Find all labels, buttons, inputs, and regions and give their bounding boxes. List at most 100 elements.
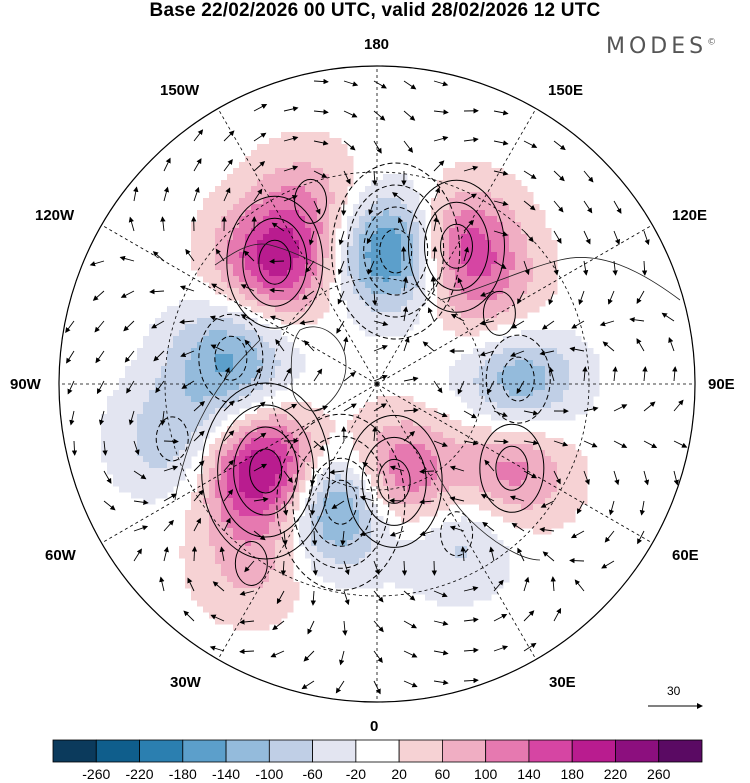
field-cell	[275, 186, 282, 193]
field-cell	[125, 444, 132, 451]
wind-vector	[372, 426, 378, 442]
field-cell	[431, 426, 438, 433]
wind-vector	[282, 500, 289, 516]
field-cell	[467, 594, 474, 601]
field-cell	[101, 456, 108, 463]
field-cell	[557, 504, 564, 511]
field-cell	[269, 510, 276, 517]
field-cell	[347, 216, 354, 223]
field-cell	[299, 366, 306, 373]
field-cell	[527, 468, 534, 475]
field-cell	[197, 594, 204, 601]
field-cell	[293, 588, 300, 595]
field-cell	[491, 360, 498, 367]
colorbar-swatch	[312, 739, 357, 763]
field-cell	[521, 186, 528, 193]
field-cell	[503, 300, 510, 307]
field-cell	[275, 360, 282, 367]
field-cell	[353, 534, 360, 541]
field-cell	[215, 600, 222, 607]
field-cell	[209, 252, 216, 259]
field-cell	[203, 432, 210, 439]
wind-vector	[310, 590, 316, 606]
field-cell	[233, 534, 240, 541]
wind-vector	[159, 576, 165, 592]
field-cell	[401, 426, 408, 433]
field-cell	[521, 246, 528, 253]
field-cell	[539, 300, 546, 307]
wind-vector	[96, 380, 105, 395]
field-cell	[317, 234, 324, 241]
field-cell	[473, 372, 480, 379]
field-cell	[227, 468, 234, 475]
field-cell	[263, 294, 270, 301]
wind-vector	[163, 186, 170, 202]
field-cell	[437, 570, 444, 577]
field-cell	[287, 348, 294, 355]
field-cell	[443, 576, 450, 583]
field-cell	[527, 366, 534, 373]
field-cell	[155, 342, 162, 349]
field-cell	[455, 558, 462, 565]
field-cell	[257, 192, 264, 199]
field-cell	[179, 474, 186, 481]
field-cell	[503, 246, 510, 253]
field-cell	[203, 468, 210, 475]
field-cell	[377, 540, 384, 547]
wind-vector	[403, 336, 410, 352]
field-cell	[527, 252, 534, 259]
field-cell	[257, 144, 264, 151]
field-cell	[533, 204, 540, 211]
field-cell	[311, 246, 318, 253]
field-cell	[335, 516, 342, 523]
field-cell	[515, 282, 522, 289]
field-cell	[269, 576, 276, 583]
field-cell	[509, 438, 516, 445]
field-cell	[329, 216, 336, 223]
field-cell	[521, 252, 528, 259]
field-cell	[143, 468, 150, 475]
field-cell	[575, 366, 582, 373]
field-cell	[263, 588, 270, 595]
field-cell	[449, 168, 456, 175]
field-cell	[173, 390, 180, 397]
field-cell	[215, 270, 222, 277]
field-cell	[455, 420, 462, 427]
field-cell	[347, 156, 354, 163]
field-cell	[473, 408, 480, 415]
wind-vector	[673, 399, 684, 412]
wind-vector	[343, 336, 349, 352]
field-cell	[503, 318, 510, 325]
field-cell	[197, 228, 204, 235]
field-cell	[443, 240, 450, 247]
wind-vector	[98, 410, 105, 426]
field-cell	[167, 396, 174, 403]
field-cell	[539, 444, 546, 451]
field-cell	[515, 228, 522, 235]
field-cell	[299, 402, 306, 409]
field-cell	[227, 486, 234, 493]
field-cell	[173, 354, 180, 361]
field-cell	[365, 288, 372, 295]
field-cell	[269, 546, 276, 553]
field-cell	[173, 408, 180, 415]
field-cell	[581, 348, 588, 355]
wind-vector	[463, 165, 479, 172]
field-cell	[539, 276, 546, 283]
field-cell	[269, 378, 276, 385]
field-cell	[533, 300, 540, 307]
field-cell	[173, 402, 180, 409]
field-cell	[407, 198, 414, 205]
field-cell	[119, 444, 126, 451]
field-cell	[209, 324, 216, 331]
field-cell	[161, 342, 168, 349]
field-cell	[305, 174, 312, 181]
field-cell	[467, 300, 474, 307]
field-cell	[431, 432, 438, 439]
field-cell	[401, 246, 408, 253]
field-cell	[419, 222, 426, 229]
field-cell	[305, 258, 312, 265]
field-cell	[263, 486, 270, 493]
field-cell	[149, 342, 156, 349]
field-cell	[533, 378, 540, 385]
